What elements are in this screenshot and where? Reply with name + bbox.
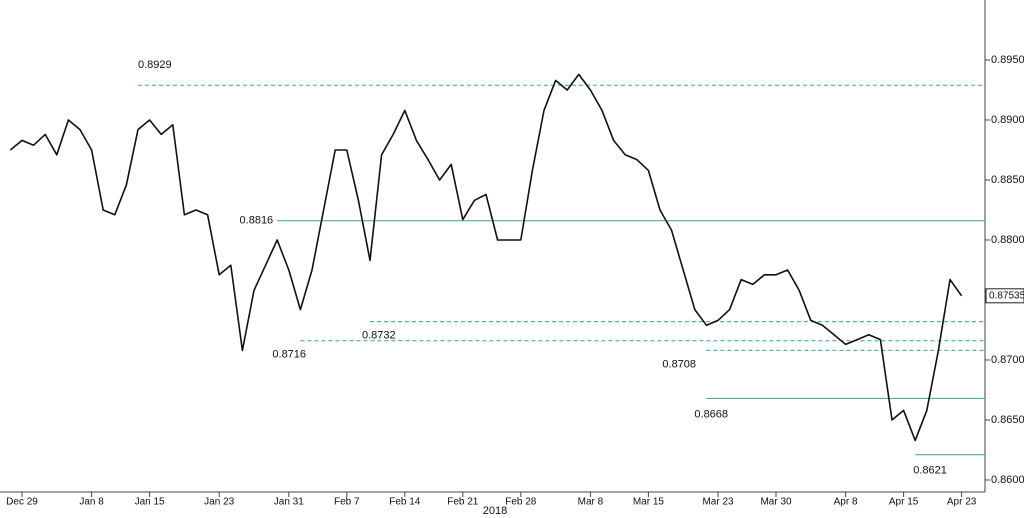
level-label: 0.8716 bbox=[272, 349, 306, 361]
x-tick-label: Mar 15 bbox=[633, 497, 665, 508]
x-tick-label: Feb 7 bbox=[334, 497, 360, 508]
x-tick-label: Mar 8 bbox=[578, 497, 604, 508]
y-tick-label: 0.89500 bbox=[991, 54, 1024, 66]
x-tick-label: Mar 23 bbox=[702, 497, 734, 508]
x-tick-label: Apr 15 bbox=[889, 497, 919, 508]
level-label: 0.8668 bbox=[694, 408, 728, 420]
last-price-label: 0.87535 bbox=[989, 290, 1024, 301]
x-tick-label: Apr 8 bbox=[834, 497, 858, 508]
x-tick-label: Mar 30 bbox=[760, 497, 792, 508]
level-label: 0.8929 bbox=[138, 59, 172, 71]
level-label: 0.8816 bbox=[240, 215, 274, 227]
x-tick-label: Feb 21 bbox=[447, 497, 479, 508]
level-label: 0.8732 bbox=[362, 330, 396, 342]
level-label: 0.8621 bbox=[913, 465, 947, 477]
x-tick-label: Jan 31 bbox=[274, 497, 304, 508]
x-tick-label: Apr 23 bbox=[947, 497, 977, 508]
x-tick-label: Feb 28 bbox=[505, 497, 537, 508]
price-line bbox=[9, 73, 963, 442]
x-axis-label: 2018 bbox=[483, 505, 507, 517]
level-label: 0.8708 bbox=[662, 358, 696, 370]
x-tick-label: Feb 14 bbox=[389, 497, 421, 508]
x-tick-label: Dec 29 bbox=[6, 497, 38, 508]
last-price-box bbox=[985, 288, 1024, 304]
x-tick-label: Jan 15 bbox=[135, 497, 165, 508]
x-tick-label: Jan 23 bbox=[204, 497, 234, 508]
x-tick-label: Jan 8 bbox=[79, 497, 104, 508]
